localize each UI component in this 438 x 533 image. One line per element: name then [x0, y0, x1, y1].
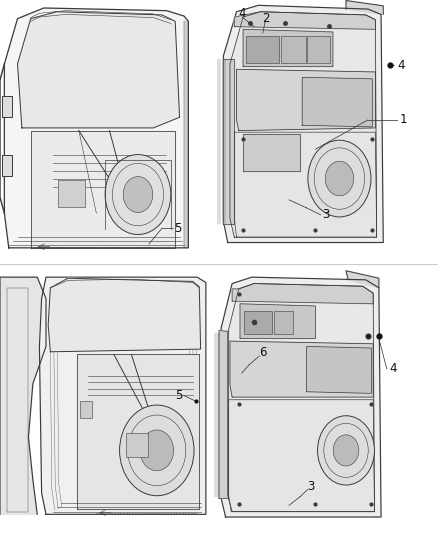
Circle shape [333, 435, 359, 466]
FancyBboxPatch shape [274, 311, 293, 334]
FancyBboxPatch shape [281, 36, 306, 63]
Polygon shape [230, 341, 373, 397]
Text: 5: 5 [174, 222, 181, 235]
FancyBboxPatch shape [244, 311, 272, 334]
Polygon shape [0, 277, 46, 514]
Polygon shape [243, 29, 333, 67]
Text: 6: 6 [259, 346, 267, 359]
FancyBboxPatch shape [126, 433, 148, 457]
FancyBboxPatch shape [246, 36, 279, 63]
Polygon shape [48, 278, 201, 352]
Polygon shape [221, 277, 381, 517]
Polygon shape [240, 304, 315, 338]
Polygon shape [4, 8, 188, 248]
Polygon shape [228, 284, 374, 512]
Polygon shape [302, 77, 372, 127]
Polygon shape [243, 134, 300, 171]
Polygon shape [232, 284, 373, 304]
FancyBboxPatch shape [2, 96, 12, 117]
Circle shape [325, 161, 353, 196]
Polygon shape [223, 5, 383, 243]
Text: 4: 4 [397, 59, 405, 71]
Circle shape [318, 416, 374, 485]
FancyBboxPatch shape [2, 155, 12, 176]
Circle shape [308, 140, 371, 217]
Text: 2: 2 [262, 12, 270, 25]
Circle shape [105, 155, 171, 235]
Circle shape [140, 430, 173, 471]
Polygon shape [230, 12, 377, 237]
Text: 5: 5 [175, 389, 182, 402]
Text: 3: 3 [307, 480, 314, 492]
Polygon shape [219, 330, 229, 498]
Text: 4: 4 [389, 362, 397, 375]
Polygon shape [18, 12, 180, 128]
Polygon shape [346, 271, 379, 288]
FancyBboxPatch shape [58, 180, 85, 207]
Text: 1: 1 [399, 114, 407, 126]
Polygon shape [223, 59, 234, 224]
Text: 3: 3 [323, 208, 330, 221]
Polygon shape [77, 354, 199, 509]
FancyBboxPatch shape [307, 36, 330, 63]
Text: 4: 4 [238, 7, 246, 20]
Polygon shape [234, 132, 377, 237]
Circle shape [120, 405, 194, 496]
Polygon shape [234, 12, 375, 29]
Polygon shape [229, 400, 374, 512]
Polygon shape [346, 1, 383, 14]
Polygon shape [39, 277, 206, 514]
Polygon shape [31, 131, 175, 248]
Polygon shape [307, 346, 371, 393]
FancyBboxPatch shape [80, 401, 92, 418]
Circle shape [123, 176, 153, 213]
Polygon shape [237, 69, 375, 131]
